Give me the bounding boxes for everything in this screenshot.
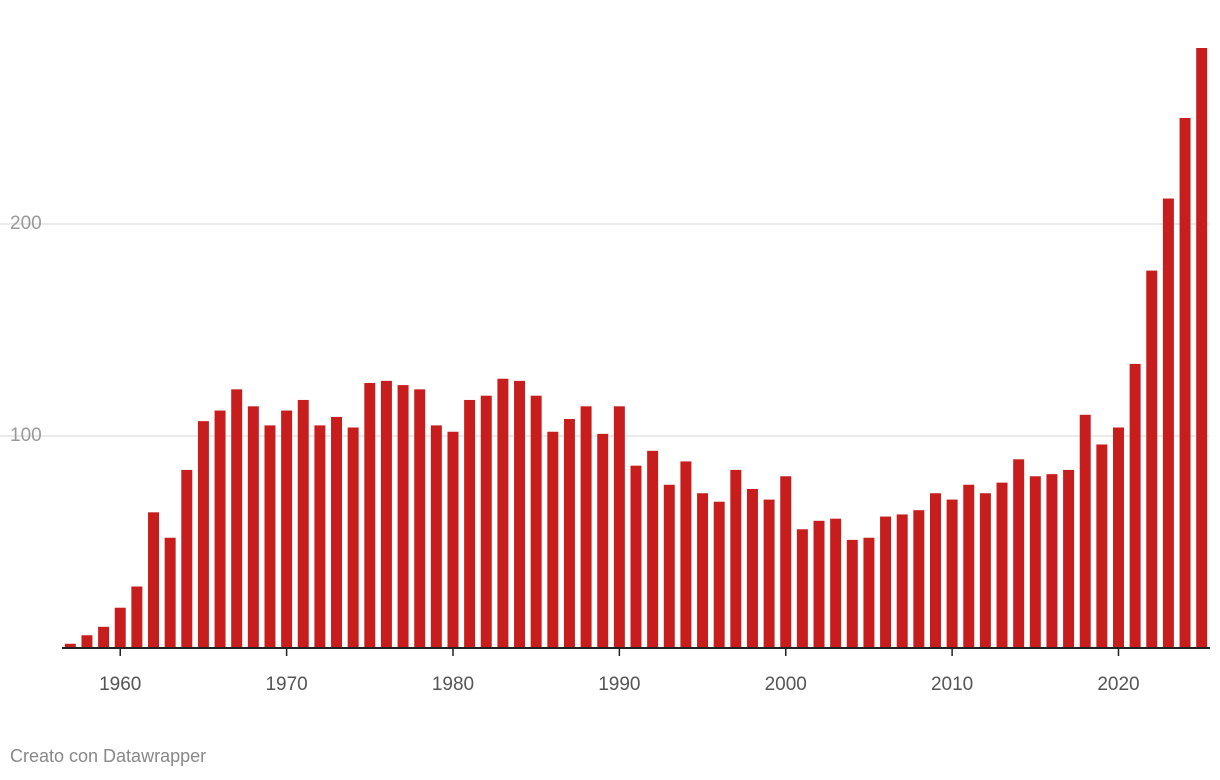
x-tick-label: 1970	[265, 674, 307, 695]
x-tick-label: 2020	[1097, 674, 1139, 695]
x-tick-label: 2000	[765, 674, 807, 695]
bar	[1146, 270, 1158, 648]
bar	[214, 410, 226, 648]
bar	[447, 431, 459, 648]
bar	[64, 643, 76, 648]
bar	[114, 607, 126, 648]
bar	[763, 499, 775, 648]
bar	[630, 465, 642, 648]
y-tick-label: 100	[10, 425, 42, 446]
bar	[1196, 48, 1208, 648]
bar	[247, 406, 259, 648]
bar	[480, 395, 492, 648]
bar	[613, 406, 625, 648]
bar	[314, 425, 326, 648]
bar	[530, 395, 542, 648]
bar	[830, 518, 842, 648]
bar	[846, 539, 858, 648]
bar	[1129, 363, 1141, 648]
bar	[929, 493, 941, 648]
bar	[713, 501, 725, 648]
bar	[297, 399, 309, 648]
bar	[863, 537, 875, 648]
x-tick-label: 1960	[99, 674, 141, 695]
bar	[364, 382, 376, 648]
bar	[430, 425, 442, 648]
bar	[514, 380, 526, 648]
bar	[796, 529, 808, 648]
bar	[663, 484, 675, 648]
bar	[231, 389, 243, 648]
bar	[896, 514, 908, 648]
bar	[996, 482, 1008, 648]
y-tick-label: 200	[10, 213, 42, 234]
bar	[597, 433, 609, 648]
bar	[497, 378, 509, 648]
bar	[730, 469, 742, 648]
bar	[1029, 476, 1041, 648]
bar	[680, 461, 692, 648]
bar	[1113, 427, 1124, 648]
bar	[347, 427, 359, 648]
bar	[913, 510, 925, 648]
bar	[164, 537, 176, 648]
bar	[148, 512, 159, 648]
x-tick-label: 2010	[931, 674, 973, 695]
bar	[1162, 198, 1174, 648]
bar	[1179, 117, 1191, 648]
bar	[1079, 414, 1091, 648]
bar	[880, 516, 892, 648]
bar	[414, 389, 426, 648]
bar	[813, 520, 825, 648]
bar	[281, 410, 293, 648]
bar	[580, 406, 592, 648]
credit: Creato con Datawrapper	[10, 746, 206, 766]
bar	[331, 416, 343, 648]
bar	[547, 431, 559, 648]
x-tick-label: 1980	[432, 674, 474, 695]
x-tick-label: 1990	[598, 674, 640, 695]
bar	[131, 586, 143, 648]
bar	[1013, 459, 1025, 648]
bar	[264, 425, 276, 648]
bar	[380, 380, 392, 648]
bar	[946, 499, 958, 648]
bar	[563, 419, 575, 648]
bar	[397, 385, 409, 648]
bar	[1046, 474, 1058, 648]
bar	[979, 493, 991, 648]
bar	[464, 399, 476, 648]
bar	[81, 635, 93, 648]
bar	[746, 488, 758, 648]
bar	[1063, 469, 1075, 648]
bar	[197, 421, 209, 648]
bar	[697, 493, 709, 648]
bar	[181, 469, 193, 648]
bar	[963, 484, 975, 648]
bar	[1096, 444, 1108, 648]
bar	[647, 450, 659, 648]
bar	[98, 626, 110, 648]
bar	[780, 476, 792, 648]
